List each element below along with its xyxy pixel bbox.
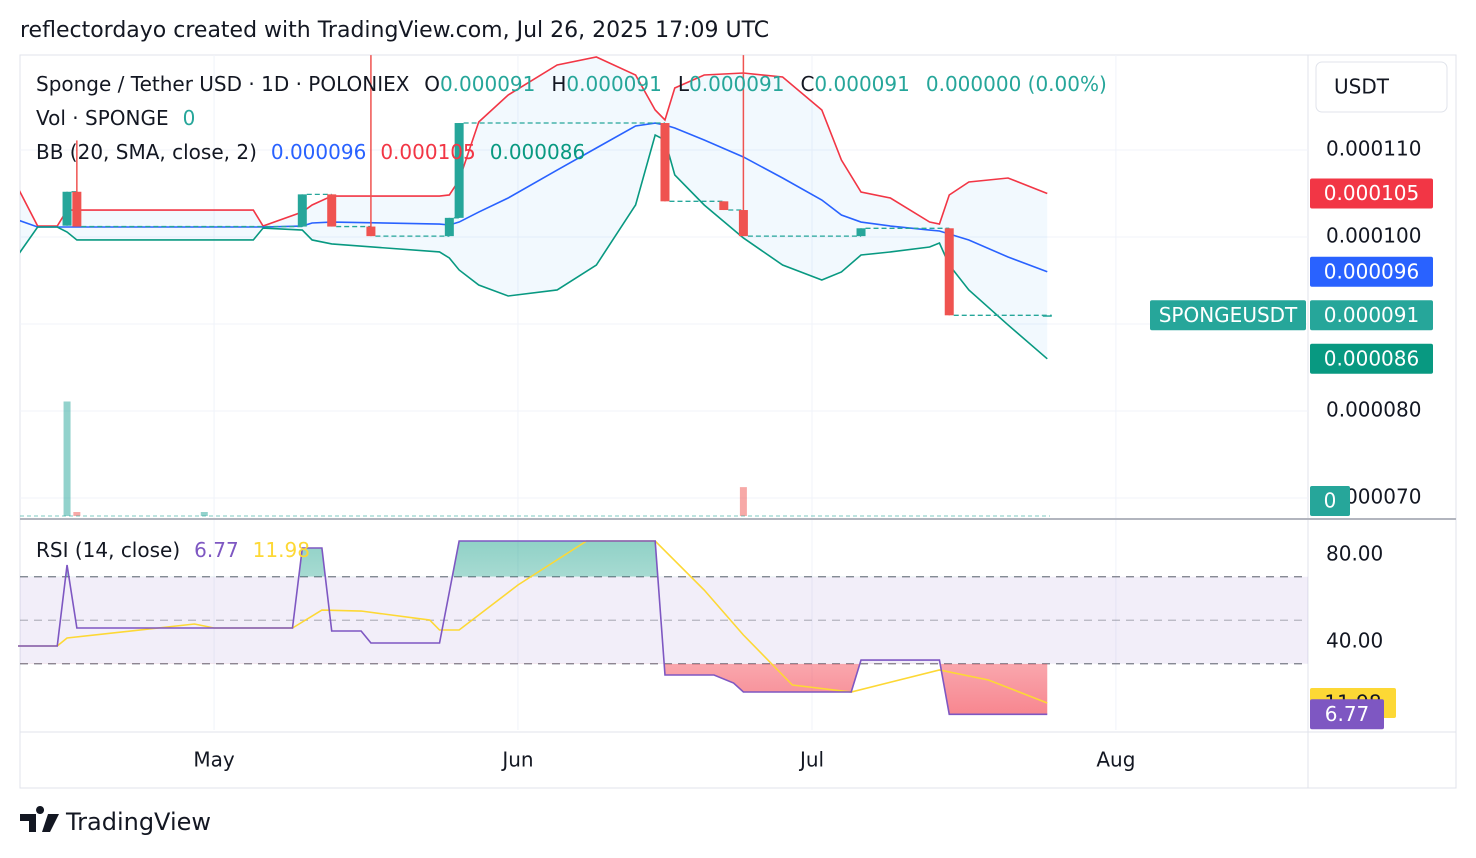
rsi-badge-box [1310, 699, 1384, 730]
bb-title: BB (20, SMA, close, 2) [36, 140, 257, 164]
volume-badge: 0 [1324, 489, 1337, 513]
candle-body [944, 228, 954, 316]
oversold-fill [664, 663, 1048, 715]
bb-lower-badge: 0.000086 [1324, 346, 1419, 370]
symbol-badge-box [1150, 300, 1306, 331]
rsi-legend: RSI (14, close) 6.77 11.98 [36, 538, 310, 562]
candle-body [366, 226, 376, 237]
symbol-badge: SPONGEUSDT [1159, 303, 1298, 327]
candle-body [62, 191, 72, 226]
ohlc-value: 0.000091 [566, 72, 661, 96]
bb-lower-value: 0.000086 [490, 140, 585, 164]
bb-basis-badge: 0.000096 [1324, 259, 1419, 283]
ohlc-value: 0.000091 [814, 72, 909, 96]
ohlc-label: L [678, 72, 690, 96]
ohlc-value: 0.000091 [440, 72, 535, 96]
candle-body [454, 123, 464, 218]
frame [19, 54, 1457, 789]
y-tick-label: 0.000110 [1326, 137, 1421, 161]
x-tick-label: Jul [798, 748, 824, 772]
y-tick-label: 80.00 [1326, 542, 1383, 566]
candle-body [72, 191, 82, 227]
bb-upper [20, 56, 1048, 228]
ohlc-label: H [551, 72, 566, 96]
volume-badge-box [1310, 486, 1350, 516]
bb-basis-value: 0.000096 [271, 140, 366, 164]
overbought-fill [65, 541, 658, 577]
bb-lower [20, 133, 1048, 360]
candle-body [1042, 315, 1052, 317]
currency-button[interactable]: USDT [1315, 61, 1448, 113]
logo-mark [20, 806, 59, 832]
candle-body [856, 228, 866, 237]
currency-box[interactable] [1315, 61, 1448, 113]
bb-upper-value: 0.000105 [380, 140, 475, 164]
symbol-title: Sponge / Tether USD · 1D · POLONIEX [36, 72, 410, 96]
chart-frame [19, 54, 1457, 789]
candle-body [297, 194, 307, 227]
y-tick-label: 0.000080 [1326, 397, 1421, 421]
volume-legend: Vol · SPONGE 0 [36, 106, 195, 130]
bb-upper-badge: 0.000105 [1324, 181, 1419, 205]
rsi-badge: 6.77 [1325, 702, 1370, 726]
close-badge: 0.000091 [1324, 303, 1419, 327]
rsi-line [18, 540, 1048, 716]
volume-bar [739, 487, 747, 516]
ohlc-label: O [424, 72, 440, 96]
price-legend: Sponge / Tether USD · 1D · POLONIEX O0.00… [36, 72, 1107, 96]
y-tick-label: 0.000100 [1326, 223, 1421, 247]
bb-legend: BB (20, SMA, close, 2) 0.000096 0.000105 0.… [36, 140, 585, 164]
bb-fill [20, 57, 1048, 359]
volume-value: 0 [183, 106, 196, 130]
x-tick-label: Aug [1096, 748, 1135, 772]
rsi-title: RSI (14, close) [36, 538, 180, 562]
footer: TradingView [65, 808, 211, 836]
rsi-ma-value: 11.98 [253, 538, 310, 562]
candle-body [719, 201, 729, 211]
volume-bar [73, 512, 81, 516]
volume-bar [200, 512, 208, 516]
legend: Sponge / Tether USD · 1D · POLONIEX O0.00… [36, 72, 1107, 562]
header: reflectordayo created with TradingView.c… [20, 18, 769, 43]
price-pane [20, 55, 1052, 517]
ohlc-label: C [800, 72, 814, 96]
bb-upper-badge-box [1310, 178, 1433, 209]
ohlc-value: 0.000091 [689, 72, 784, 96]
rsi-ma-line [18, 540, 1048, 704]
logo: TradingView [20, 806, 211, 836]
y-tick-label: 40.00 [1326, 629, 1383, 653]
candle-body [327, 194, 337, 227]
x-tick-label: May [193, 748, 235, 772]
rsi-value: 6.77 [194, 538, 239, 562]
close-badge-box [1310, 300, 1433, 331]
x-tick-label: Jun [500, 748, 533, 772]
bb-lower-badge-box [1310, 343, 1433, 374]
candle-body [444, 217, 454, 237]
currency-label[interactable]: USDT [1334, 75, 1390, 99]
volume-bar [63, 401, 71, 516]
candle-body [660, 123, 670, 202]
volume-title: Vol · SPONGE [36, 106, 169, 130]
change: 0.000000 (0.00%) [926, 72, 1107, 96]
bb-basis-badge-box [1310, 256, 1433, 287]
candle-body [738, 210, 748, 237]
